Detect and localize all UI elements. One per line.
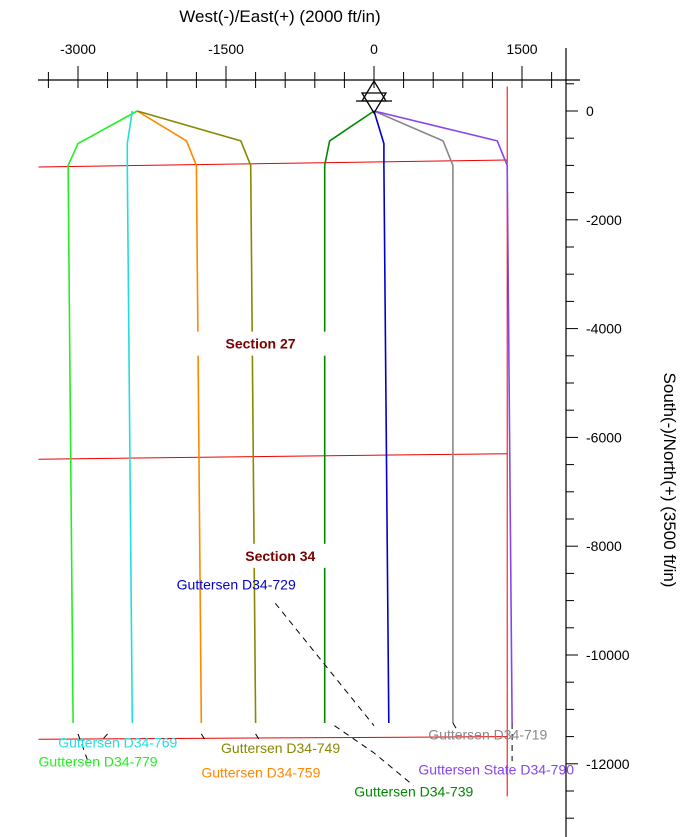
leader-line-7 — [452, 722, 459, 732]
well-trajectories — [67, 110, 513, 724]
y-tick-label: -10000 — [586, 647, 630, 663]
series-line-7 — [373, 110, 454, 723]
series-line-3 — [136, 110, 203, 724]
leader-line-4 — [255, 733, 261, 743]
series-label-2: Guttersen D34-769 — [58, 734, 177, 750]
leader-line-5 — [334, 725, 414, 786]
section-lines — [38, 86, 508, 797]
y-tick-label: -8000 — [586, 538, 622, 554]
series-line-5 — [323, 110, 375, 723]
series-label-6: Guttersen D34-729 — [177, 577, 296, 593]
section-line-3 — [38, 736, 508, 740]
section-line-2 — [38, 453, 508, 460]
x-axis-title: West(-)/East(+) (2000 ft/in) — [179, 7, 380, 26]
section-label-1: Section 27 — [226, 336, 296, 352]
series-label-3: Guttersen D34-759 — [201, 764, 320, 780]
x-tick-label: 0 — [370, 41, 378, 57]
series-label-5: Guttersen D34-739 — [354, 783, 473, 799]
series-label-1: Guttersen D34-779 — [39, 754, 158, 770]
y-axis-title: South(-)/North(+) (3500 ft/in) — [660, 373, 679, 588]
x-tick-label: -1500 — [208, 41, 244, 57]
section-label-2: Section 34 — [245, 548, 315, 564]
section-label-background — [214, 543, 347, 568]
axes: -3000 -1500 0 1500 0 -2000 -4000 -6000 -8000 -100… — [38, 41, 630, 837]
series-line-6 — [373, 110, 390, 724]
label-leaders — [77, 602, 513, 786]
section-label-background — [194, 331, 327, 356]
series-line-8 — [373, 110, 513, 724]
wellhead-icon — [356, 79, 392, 115]
leader-line-1 — [77, 733, 89, 762]
y-tick-label: 0 — [586, 103, 594, 119]
y-tick-label: -6000 — [586, 429, 622, 445]
rig-triangle-bottom — [360, 92, 388, 115]
x-tick-label: 1500 — [506, 41, 537, 57]
series-line-4 — [136, 110, 257, 724]
series-line-2 — [126, 110, 134, 724]
series-label-8: Guttersen State D34-790 — [418, 762, 574, 778]
y-tick-label: -2000 — [586, 212, 622, 228]
labels: Section 27 Section 34 Guttersen D34-779 Gut… — [39, 331, 574, 799]
x-tick-label: -3000 — [60, 41, 96, 57]
leader-line-2 — [102, 733, 108, 740]
leader-line-3 — [200, 733, 207, 743]
series-label-7: Guttersen D34-719 — [428, 726, 547, 742]
series-label-4: Guttersen D34-749 — [221, 740, 340, 756]
leader-line-6 — [274, 602, 375, 727]
section-line-1 — [38, 159, 508, 168]
series-line-1 — [67, 110, 138, 724]
y-tick-label: -4000 — [586, 321, 622, 337]
y-tick-label: -12000 — [586, 756, 630, 772]
